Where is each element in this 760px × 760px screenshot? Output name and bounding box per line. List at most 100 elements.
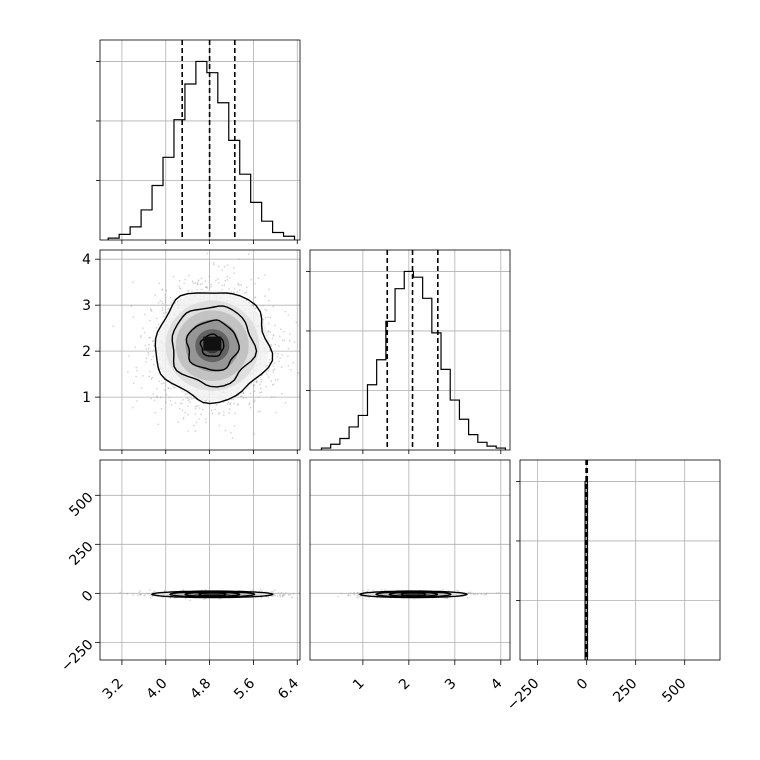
scatter-point xyxy=(154,590,156,593)
scatter-point xyxy=(495,592,498,594)
scatter-point xyxy=(204,286,207,289)
scatter-point xyxy=(242,397,245,399)
scatter-point xyxy=(266,364,268,367)
scatter-point xyxy=(248,402,251,404)
scatter-point xyxy=(250,278,253,281)
scatter-point xyxy=(357,593,360,596)
hist-panel-a-border xyxy=(99,39,301,241)
x-axis-c: −250 0 250 500 xyxy=(504,660,690,714)
scatter-point xyxy=(242,392,245,394)
scatter-point xyxy=(474,593,476,596)
scatter-point xyxy=(144,344,147,347)
scatter-point xyxy=(205,286,208,289)
scatter-point xyxy=(469,591,472,593)
scatter-point xyxy=(164,301,167,304)
scatter-point xyxy=(151,595,154,598)
scatter-point xyxy=(195,421,198,424)
contour-line xyxy=(198,592,227,597)
scatter-point xyxy=(148,336,151,339)
scatter-point xyxy=(168,396,171,399)
scatter-point xyxy=(231,437,234,439)
scatter-point xyxy=(160,382,163,385)
scatter-point xyxy=(210,409,213,412)
scatter-point xyxy=(234,412,236,415)
scatter-point xyxy=(152,393,154,395)
scatter-point xyxy=(149,336,151,339)
scatter-point xyxy=(221,269,223,271)
x-tick-label: 4 xyxy=(488,675,506,693)
scatter-point xyxy=(169,296,172,299)
scatter-point xyxy=(274,352,277,355)
scatter-point xyxy=(259,387,262,390)
density-layer xyxy=(112,252,299,439)
histogram-step xyxy=(320,270,507,450)
scatter-point xyxy=(188,275,190,277)
scatter-point xyxy=(169,387,172,390)
density-level xyxy=(203,592,221,596)
x-tick-label: 0 xyxy=(574,676,592,694)
scatter-point xyxy=(211,412,214,415)
scatter-point xyxy=(485,593,487,596)
scatter-point xyxy=(170,302,172,304)
scatter-point xyxy=(154,412,157,414)
scatter-point xyxy=(272,365,274,367)
scatter-point xyxy=(272,334,275,336)
scatter-point xyxy=(187,399,190,402)
scatter-point xyxy=(293,341,296,343)
pair-panel-a-c-bg xyxy=(100,460,300,660)
scatter-point xyxy=(480,593,483,596)
scatter-point xyxy=(245,291,248,294)
scatter-point xyxy=(273,593,276,595)
scatter-point xyxy=(277,592,280,594)
contour-line xyxy=(400,592,426,597)
scatter-point xyxy=(253,384,256,386)
scatter-point xyxy=(165,393,168,396)
scatter-point xyxy=(159,396,162,399)
scatter-point xyxy=(194,405,197,408)
scatter-point xyxy=(228,276,231,279)
scatter-point xyxy=(275,411,277,414)
scatter-point xyxy=(265,366,267,368)
scatter-point xyxy=(229,408,231,410)
scatter-point xyxy=(278,594,281,597)
scatter-point xyxy=(228,288,230,290)
pair-panel-b-c-bg xyxy=(310,460,510,660)
scatter-point xyxy=(167,387,170,390)
scatter-point xyxy=(201,283,203,285)
contour-line xyxy=(388,591,439,598)
scatter-point xyxy=(214,408,216,411)
scatter-point xyxy=(130,305,133,307)
scatter-point xyxy=(238,284,241,286)
scatter-point xyxy=(136,370,138,372)
scatter-point xyxy=(180,402,183,405)
scatter-point xyxy=(281,353,284,356)
scatter-point xyxy=(285,592,287,594)
x-tick-label: 5.6 xyxy=(231,675,258,702)
scatter-point xyxy=(237,283,239,286)
contour-line xyxy=(185,319,240,372)
scatter-point xyxy=(195,407,197,410)
x-tick-label: 3 xyxy=(442,676,460,694)
scatter-point xyxy=(273,368,276,370)
scatter-point xyxy=(238,289,241,291)
y-tick-label: 2 xyxy=(82,344,91,360)
contour-line xyxy=(150,590,274,599)
scatter-point xyxy=(205,286,207,288)
scatter-point xyxy=(287,314,290,316)
y-tick-label: 500 xyxy=(66,490,96,520)
scatter-point xyxy=(267,361,270,364)
contour-line xyxy=(171,305,258,388)
scatter-point xyxy=(152,340,154,343)
scatter-point xyxy=(261,304,264,307)
scatter-point xyxy=(272,369,274,371)
scatter-point xyxy=(135,375,137,378)
scatter-point xyxy=(356,594,359,597)
scatter-point xyxy=(145,361,148,363)
scatter-point xyxy=(226,275,229,278)
scatter-point xyxy=(372,589,374,592)
y-tick-label: 3 xyxy=(82,298,91,314)
scatter-point xyxy=(292,593,295,595)
scatter-point xyxy=(155,326,158,329)
scatter-point xyxy=(210,286,212,288)
